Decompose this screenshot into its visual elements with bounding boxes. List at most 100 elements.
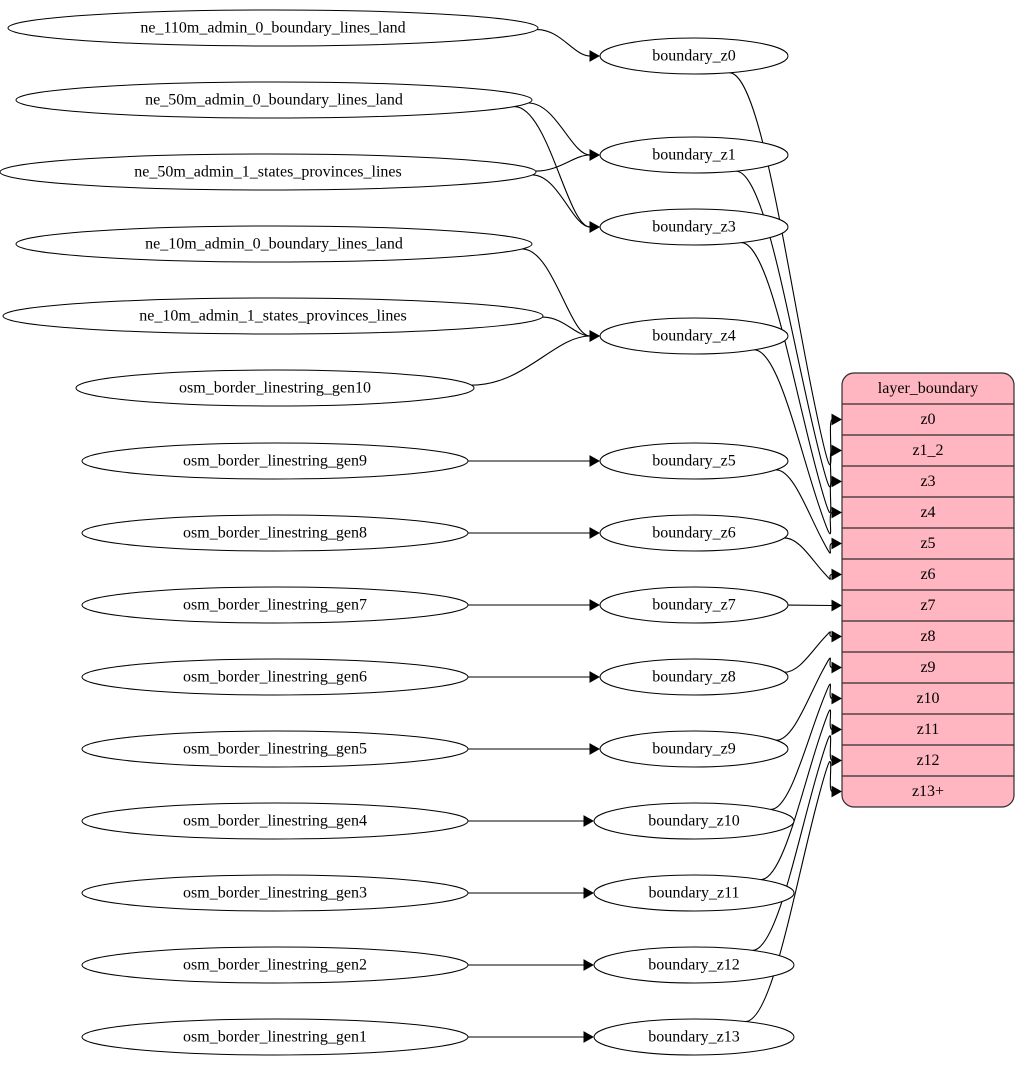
node-label: boundary_z5 [652, 453, 736, 470]
arrowhead-icon [831, 661, 843, 674]
source-node-osm_border_linestring_gen10[interactable]: osm_border_linestring_gen10 [75, 369, 475, 407]
boundary-node-boundary_z10[interactable]: boundary_z10 [593, 802, 795, 840]
node-label: boundary_z6 [652, 525, 736, 542]
arrowhead-icon [831, 475, 843, 488]
edge-boundary_z4-to-z4 [754, 349, 833, 535]
node-label: boundary_z1 [652, 147, 736, 164]
arrowhead-icon [589, 330, 601, 342]
table-row-z4[interactable]: z4 [920, 504, 935, 521]
boundary-nodes-layer: boundary_z0 boundary_z1 boundary_z3boundar… [593, 37, 795, 1056]
edge-boundary_z13-to-z13+ [745, 761, 833, 1023]
node-shape [593, 946, 795, 984]
node-shape [2, 297, 544, 335]
edge-boundary_z12-to-z12 [752, 735, 833, 951]
table-row-z9[interactable]: z9 [920, 659, 935, 676]
boundary-node-boundary_z11[interactable]: boundary_z11 [593, 874, 795, 912]
arrowhead-icon [831, 568, 843, 581]
table-row-z6[interactable]: z6 [920, 566, 935, 583]
arrowhead-icon [589, 527, 601, 539]
source-node-osm_border_linestring_gen3[interactable]: osm_border_linestring_gen3 [81, 874, 469, 912]
source-node-osm_border_linestring_gen2[interactable]: osm_border_linestring_gen2 [81, 946, 469, 984]
table-row-z7[interactable]: z7 [920, 597, 935, 614]
node-label: ne_110m_admin_0_boundary_lines_land [140, 20, 405, 37]
node-shape [593, 802, 795, 840]
arrowhead-icon [589, 149, 601, 161]
node-shape [81, 514, 469, 552]
source-node-osm_border_linestring_gen1[interactable]: osm_border_linestring_gen1 [81, 1018, 469, 1056]
source-node-osm_border_linestring_gen5[interactable]: osm_border_linestring_gen5 [81, 730, 469, 768]
source-node-osm_border_linestring_gen4[interactable]: osm_border_linestring_gen4 [81, 802, 469, 840]
node-shape [81, 874, 469, 912]
source-node-osm_border_linestring_gen6[interactable]: osm_border_linestring_gen6 [81, 658, 469, 696]
table-row-z12[interactable]: z12 [916, 752, 939, 769]
boundary-node-boundary_z3[interactable]: boundary_z3 [599, 208, 789, 246]
edge-ne_110m_admin_0_boundary_lines_land-to-boundary_z0 [537, 28, 591, 57]
node-label: osm_border_linestring_gen6 [183, 669, 367, 686]
boundary-node-boundary_z1[interactable]: boundary_z1 [599, 136, 789, 174]
boundary-node-boundary_z4[interactable]: boundary_z4 [599, 317, 789, 355]
node-shape [599, 730, 789, 768]
node-label: boundary_z9 [652, 741, 736, 758]
node-label: boundary_z7 [652, 597, 736, 614]
arrowhead-icon [583, 887, 595, 899]
table-row-z10[interactable]: z10 [916, 690, 939, 707]
boundary-node-boundary_z12[interactable]: boundary_z12 [593, 946, 795, 984]
edge-boundary_z3-to-z3 [740, 242, 833, 514]
node-shape [15, 225, 533, 263]
node-label: ne_50m_admin_0_boundary_lines_land [145, 92, 403, 109]
table-row-z11[interactable]: z11 [917, 721, 940, 738]
table-row-z8[interactable]: z8 [920, 628, 935, 645]
source-node-ne_50m_admin_1_states_provinces_lines[interactable]: ne_50m_admin_1_states_provinces_lines [0, 153, 537, 191]
boundary-node-boundary_z5[interactable]: boundary_z5 [599, 442, 789, 480]
table-row-z1_2[interactable]: z1_2 [912, 442, 943, 459]
node-shape [81, 658, 469, 696]
edge-ne_50m_admin_0_boundary_lines_land-to-boundary_z1 [528, 102, 591, 156]
node-label: osm_border_linestring_gen2 [183, 957, 367, 974]
edge-ne_50m_admin_1_states_provinces_lines-to-boundary_z1 [535, 154, 591, 172]
boundary-node-boundary_z0[interactable]: boundary_z0 [599, 37, 789, 75]
boundary-node-boundary_z6[interactable]: boundary_z6 [599, 514, 789, 552]
table-row-z3[interactable]: z3 [920, 473, 935, 490]
source-node-osm_border_linestring_gen7[interactable]: osm_border_linestring_gen7 [81, 586, 469, 624]
node-label: boundary_z0 [652, 48, 736, 65]
table-row-z5[interactable]: z5 [920, 535, 935, 552]
node-label: boundary_z12 [648, 957, 740, 974]
arrowhead-icon [831, 537, 843, 550]
node-shape [599, 208, 789, 246]
edge-boundary_z6-to-z6 [784, 537, 833, 580]
edge-osm_border_linestring_gen10-to-boundary_z4 [471, 335, 591, 386]
node-shape [0, 153, 537, 191]
node-shape [599, 442, 789, 480]
edge-boundary_z5-to-z5 [775, 469, 833, 554]
source-node-osm_border_linestring_gen8[interactable]: osm_border_linestring_gen8 [81, 514, 469, 552]
table-title: layer_boundary [878, 380, 978, 397]
source-node-ne_10m_admin_0_boundary_lines_land[interactable]: ne_10m_admin_0_boundary_lines_land [15, 225, 533, 263]
edge-boundary_z1-to-z1_2 [735, 170, 833, 488]
node-label: ne_50m_admin_1_states_provinces_lines [134, 164, 402, 181]
node-shape [593, 1018, 795, 1056]
edges-layer [468, 28, 843, 1043]
node-label: boundary_z10 [648, 813, 740, 830]
arrowhead-icon [589, 455, 601, 467]
table-row-z0[interactable]: z0 [920, 411, 935, 428]
layer-boundary-table: layer_boundary z0 z1_2 z3 z4 z5 z6 z7 z8 z9 z10 z11… [841, 372, 1015, 808]
node-label: osm_border_linestring_gen3 [183, 885, 367, 902]
source-node-ne_110m_admin_0_boundary_lines_land[interactable]: ne_110m_admin_0_boundary_lines_land [7, 9, 539, 47]
boundary-node-boundary_z9[interactable]: boundary_z9 [599, 730, 789, 768]
node-label: boundary_z3 [652, 219, 736, 236]
source-node-ne_10m_admin_1_states_provinces_lines[interactable]: ne_10m_admin_1_states_provinces_lines [2, 297, 544, 335]
node-shape [81, 802, 469, 840]
arrowhead-icon [589, 50, 601, 62]
arrowhead-icon [583, 959, 595, 971]
source-node-osm_border_linestring_gen9[interactable]: osm_border_linestring_gen9 [81, 442, 469, 480]
node-shape [599, 658, 789, 696]
source-node-ne_50m_admin_0_boundary_lines_land[interactable]: ne_50m_admin_0_boundary_lines_land [15, 81, 533, 119]
table-row-z13+[interactable]: z13+ [912, 783, 944, 800]
boundary-node-boundary_z8[interactable]: boundary_z8 [599, 658, 789, 696]
node-shape [599, 514, 789, 552]
boundary-node-boundary_z13[interactable]: boundary_z13 [593, 1018, 795, 1056]
boundary-node-boundary_z7[interactable]: boundary_z7 [599, 586, 789, 624]
arrowhead-icon [831, 754, 843, 767]
